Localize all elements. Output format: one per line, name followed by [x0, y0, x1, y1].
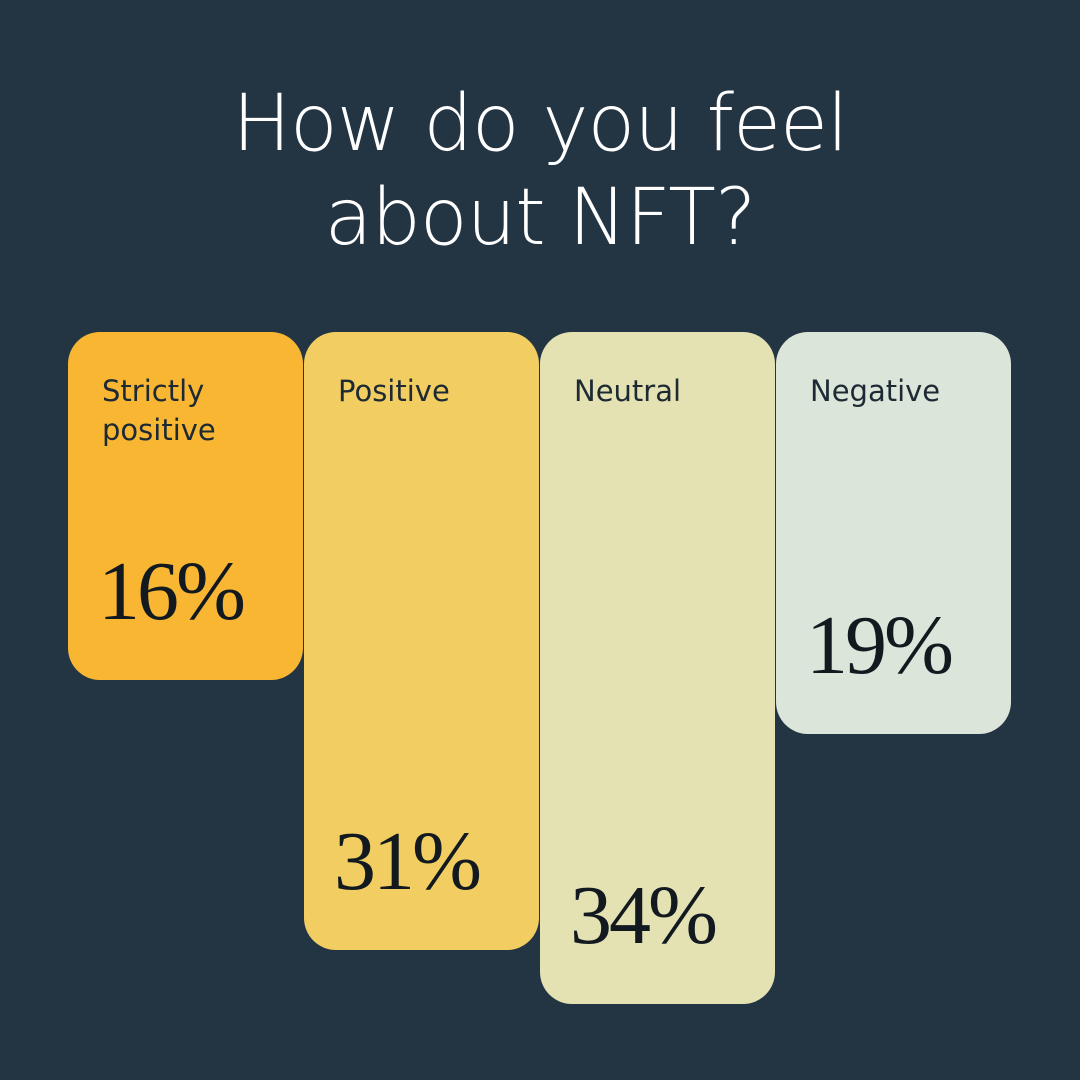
- bar: Neutral 34%: [540, 332, 775, 1004]
- bar: Strictly positive 16%: [68, 332, 303, 680]
- category-label: Strictly positive: [102, 374, 216, 448]
- chart-title: How do you feel about NFT?: [232, 79, 848, 263]
- category-label: Neutral: [574, 374, 682, 408]
- category-label: Negative: [810, 374, 941, 408]
- value-label: 31%: [334, 815, 482, 908]
- value-label: 34%: [570, 869, 718, 962]
- value-label: 16%: [98, 545, 246, 638]
- bar: Negative 19%: [776, 332, 1011, 734]
- category-label: Positive: [338, 374, 450, 408]
- value-label: 19%: [806, 599, 954, 692]
- bar: Positive 31%: [304, 332, 539, 950]
